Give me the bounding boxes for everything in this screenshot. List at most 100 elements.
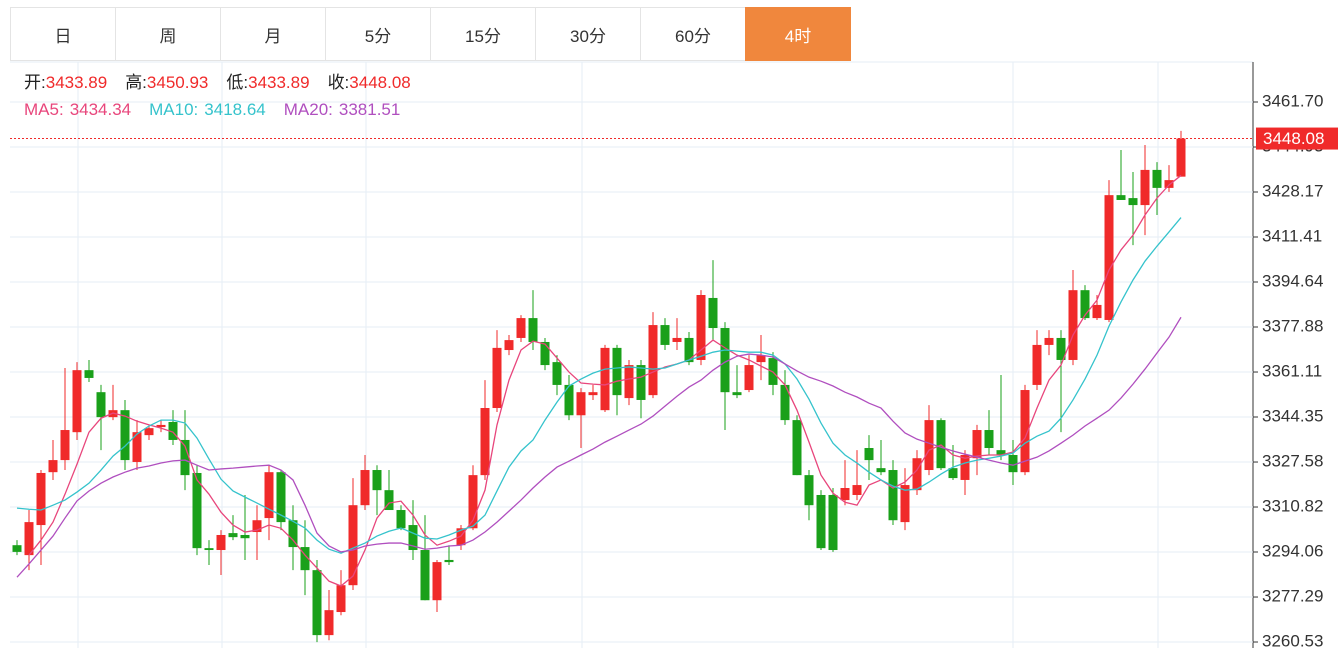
candle-body xyxy=(744,365,754,391)
period-tab[interactable]: 日 xyxy=(10,7,116,61)
candle-body xyxy=(144,428,154,436)
ohlc-value: 3448.08 xyxy=(349,73,410,92)
y-tick-label: 3260.53 xyxy=(1262,631,1323,648)
candle-body xyxy=(276,472,286,523)
candle-body xyxy=(576,392,586,416)
candle-body xyxy=(204,548,214,551)
candle-body xyxy=(348,505,358,586)
candle-body xyxy=(624,365,634,399)
candle-body xyxy=(804,475,814,506)
candle-body xyxy=(1020,390,1030,473)
ma-legend-name: MA10: xyxy=(149,100,198,119)
ohlc-info: 开:3433.89 高:3450.93 低:3433.89 收:3448.08 xyxy=(24,73,411,92)
candle-body xyxy=(1116,195,1126,200)
candle-body xyxy=(396,510,406,529)
candle-body xyxy=(408,525,418,551)
candle-body xyxy=(1164,180,1174,188)
candle-body xyxy=(264,472,274,519)
candle-body xyxy=(756,355,766,363)
ma-legend-value: 3418.64 xyxy=(204,100,265,119)
candle-body xyxy=(1152,169,1162,188)
candle-body xyxy=(960,454,970,480)
candle-body xyxy=(540,341,550,366)
candle-body xyxy=(708,297,718,329)
candle-body xyxy=(120,410,130,461)
candle-body xyxy=(96,392,106,418)
candle-body xyxy=(1128,198,1138,206)
candle-body xyxy=(312,570,322,636)
y-tick-label: 3394.64 xyxy=(1262,271,1323,290)
candle-body xyxy=(660,325,670,345)
candle-body xyxy=(1080,290,1090,319)
candle-body xyxy=(864,448,874,461)
candle-body xyxy=(900,485,910,523)
candle-body xyxy=(300,547,310,571)
candle-body xyxy=(360,470,370,506)
candle-body xyxy=(252,520,262,533)
period-tabs: 日周月 5分 15分 30分 60分 4时 xyxy=(10,7,851,61)
candle-body xyxy=(504,340,514,351)
candle-body xyxy=(324,610,334,636)
period-tab[interactable]: 月 xyxy=(220,7,326,61)
candle-body xyxy=(468,475,478,529)
y-tick-label: 3277.29 xyxy=(1262,587,1323,606)
candle-body xyxy=(1008,454,1018,473)
candle-body xyxy=(564,384,574,416)
candle-body xyxy=(732,392,742,396)
candle-body xyxy=(48,460,58,473)
candle-body xyxy=(852,485,862,495)
ma-line xyxy=(16,217,1182,554)
y-tick-label: 3361.11 xyxy=(1262,362,1322,381)
candle-body xyxy=(420,550,430,601)
y-tick-label: 3411.41 xyxy=(1262,226,1322,245)
candle-body xyxy=(648,325,658,396)
y-tick-label: 3344.35 xyxy=(1262,406,1323,425)
ohlc-label: 收: xyxy=(328,73,350,92)
candle-body xyxy=(432,562,442,601)
period-tab[interactable]: 5分 xyxy=(325,7,431,61)
y-tick-label: 3327.58 xyxy=(1262,452,1323,471)
candle-body xyxy=(372,470,382,491)
vertical-grid xyxy=(77,62,1159,648)
period-tab[interactable]: 4时 xyxy=(745,7,851,61)
candle-body xyxy=(72,370,82,433)
candle-body xyxy=(84,370,94,378)
candle-body xyxy=(612,347,622,396)
candle-body xyxy=(600,347,610,411)
period-tab[interactable]: 周 xyxy=(115,7,221,61)
candle-body xyxy=(132,432,142,462)
ma-line xyxy=(16,316,1182,578)
period-tab[interactable]: 60分 xyxy=(640,7,746,61)
ma-line xyxy=(28,174,1182,587)
ohlc-label: 低: xyxy=(226,73,248,92)
candle-body xyxy=(912,458,922,491)
candle-body xyxy=(996,450,1006,455)
y-tick-label: 3310.82 xyxy=(1262,497,1323,516)
last-price-label: 3448.08 xyxy=(1263,129,1324,148)
candle-body xyxy=(12,545,22,552)
y-tick-label: 3428.17 xyxy=(1262,181,1323,200)
candle-body xyxy=(984,430,994,449)
candle-body xyxy=(684,337,694,363)
period-tab[interactable]: 30分 xyxy=(535,7,641,61)
candle-body xyxy=(924,420,934,471)
candle-body xyxy=(1044,337,1054,345)
candle-body xyxy=(780,384,790,421)
candle-body xyxy=(840,488,850,501)
candle-body xyxy=(528,318,538,342)
candle-body xyxy=(876,468,886,473)
ma-legend: MA5: 3434.34 MA10: 3418.64 MA20: 3381.51 xyxy=(24,100,400,119)
y-tick-label: 3377.88 xyxy=(1262,316,1323,335)
candle-body xyxy=(720,328,730,393)
candle-body xyxy=(336,585,346,613)
candle-body xyxy=(672,337,682,342)
ohlc-label: 高: xyxy=(125,73,147,92)
period-tab[interactable]: 15分 xyxy=(430,7,536,61)
ohlc-value: 3450.93 xyxy=(147,73,208,92)
ohlc-value: 3433.89 xyxy=(248,73,309,92)
ma-legend-name: MA20: xyxy=(284,100,333,119)
candle-body xyxy=(1092,304,1102,319)
candle-body xyxy=(168,421,178,440)
